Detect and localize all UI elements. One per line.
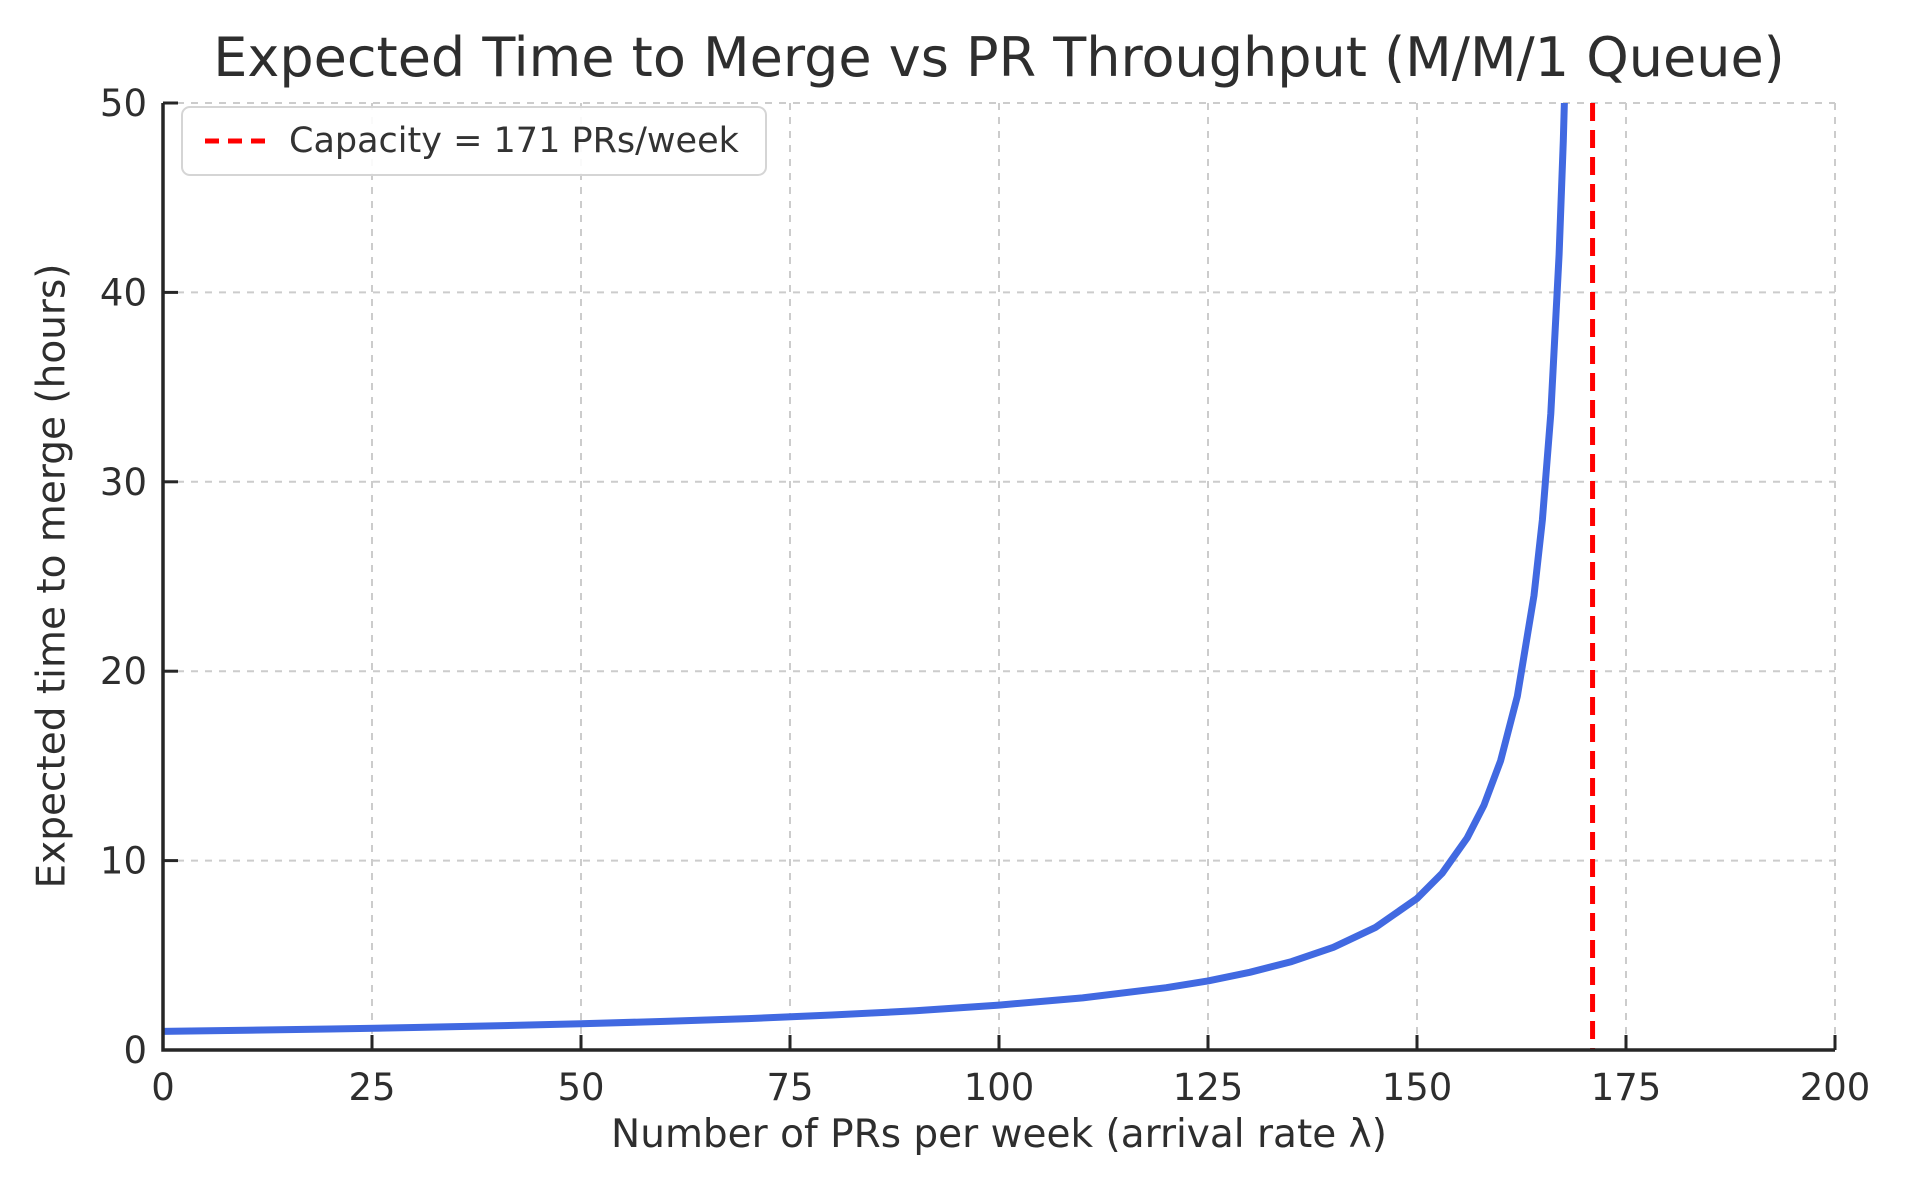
x-tick-label-150: 150 bbox=[1382, 1066, 1453, 1109]
y-tick-label-20: 20 bbox=[100, 650, 147, 693]
x-tick-label-100: 100 bbox=[964, 1066, 1035, 1109]
x-tick-label-175: 175 bbox=[1591, 1066, 1662, 1109]
series-expected-merge-time bbox=[163, 103, 1568, 1035]
x-tick-label-0: 0 bbox=[151, 1066, 175, 1109]
capacity-line-sample-icon bbox=[205, 138, 267, 144]
x-tick-label-200: 200 bbox=[1800, 1066, 1871, 1109]
legend: Capacity = 171 PRs/week bbox=[181, 106, 767, 176]
y-tick-label-30: 30 bbox=[100, 461, 147, 504]
legend-label: Capacity = 171 PRs/week bbox=[289, 121, 739, 161]
x-tick-label-125: 125 bbox=[1173, 1066, 1244, 1109]
x-tick-label-25: 25 bbox=[348, 1066, 395, 1109]
y-tick-label-50: 50 bbox=[100, 82, 147, 125]
y-tick-label-10: 10 bbox=[100, 840, 147, 883]
x-tick-label-50: 50 bbox=[557, 1066, 604, 1109]
data-layer bbox=[163, 103, 1596, 1050]
y-tick-label-40: 40 bbox=[100, 271, 147, 314]
x-tick-label-75: 75 bbox=[766, 1066, 813, 1109]
y-tick-label-0: 0 bbox=[123, 1029, 147, 1072]
chart-title: Expected Time to Merge vs PR Throughput … bbox=[213, 26, 1785, 89]
x-axis-label: Number of PRs per week (arrival rate λ) bbox=[611, 1112, 1387, 1157]
